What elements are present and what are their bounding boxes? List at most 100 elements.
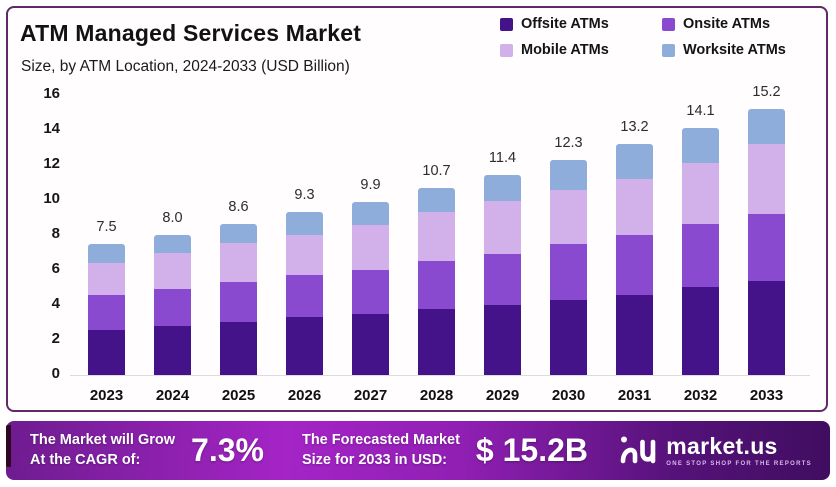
x-axis-label-2030: 2030: [551, 387, 586, 404]
bar-total-label: 11.4: [488, 150, 517, 166]
stacked-bar-2024: [154, 235, 191, 375]
chart-title: ATM Managed Services Market: [20, 20, 362, 46]
bar-total-label: 8.0: [162, 210, 183, 226]
bar-segment-offsite-atms: [748, 280, 785, 375]
stacked-bar-2029: [484, 175, 521, 375]
stacked-bar-2025: [220, 224, 257, 375]
bar-segment-worksite-atms: [550, 160, 587, 190]
legend-swatch-icon: [662, 17, 675, 31]
y-axis-tick-label: 10: [43, 190, 60, 207]
bar-segment-onsite-atms: [616, 235, 653, 295]
bar-total-label: 12.3: [554, 135, 583, 151]
y-axis-tick-label: 4: [51, 295, 60, 312]
chart-subtitle: Size, by ATM Location, 2024-2033 (USD Bi…: [21, 58, 350, 75]
cagr-label: The Market will Grow At the CAGR of:: [30, 431, 175, 469]
brand-logo[interactable]: market.us ONE STOP SHOP FOR THE REPORTS: [619, 432, 812, 469]
bar-segment-worksite-atms: [286, 212, 323, 235]
bar-segment-onsite-atms: [484, 253, 521, 305]
bar-segment-mobile-atms: [418, 212, 455, 262]
bar-segment-worksite-atms: [484, 175, 521, 202]
plot-area: 0 2 4 6 8 10 12 14 16 7.5 2023 8.0 2024 8.6 2025 9.3 202…: [8, 8, 826, 410]
bar-segment-mobile-atms: [352, 224, 389, 271]
bar-segment-onsite-atms: [154, 289, 191, 326]
x-axis-label-2025: 2025: [221, 387, 256, 404]
bar-segment-worksite-atms: [352, 202, 389, 225]
y-axis-tick-label: 16: [43, 85, 60, 102]
stacked-bar-2030: [550, 160, 587, 375]
banner-left-fold: [6, 425, 11, 467]
chart-card: ATM Managed Services Market Size, by ATM…: [6, 6, 828, 412]
bar-segment-onsite-atms: [682, 224, 719, 288]
bar-segment-onsite-atms: [748, 214, 785, 281]
x-axis-line: [70, 375, 810, 376]
legend-item-mobile-atms[interactable]: Mobile ATMs: [500, 42, 658, 58]
x-axis-label-2031: 2031: [617, 387, 652, 404]
legend: Offsite ATMs Onsite ATMs Mobile ATMs Worksi…: [500, 16, 814, 58]
bar-segment-onsite-atms: [286, 275, 323, 318]
bar-segment-offsite-atms: [418, 308, 455, 375]
cagr-value: 7.3%: [191, 432, 264, 468]
bar-total-label: 9.9: [360, 177, 381, 193]
bar-segment-worksite-atms: [616, 144, 653, 179]
stacked-bar-2031: [616, 144, 653, 375]
bar-segment-offsite-atms: [550, 299, 587, 375]
bottom-banner: The Market will Grow At the CAGR of: 7.3…: [6, 421, 830, 480]
forecast-label-line2: Size for 2033 in USD:: [301, 451, 448, 468]
brand-name: market.us: [666, 432, 778, 459]
bar-segment-offsite-atms: [154, 326, 191, 375]
bar-segment-worksite-atms: [88, 244, 125, 264]
bar-segment-mobile-atms: [286, 234, 323, 276]
y-axis-tick-label: 2: [51, 330, 60, 347]
cagr-label-line2: At the CAGR of:: [30, 451, 141, 468]
y-axis-tick-label: 8: [51, 225, 60, 242]
bar-segment-worksite-atms: [682, 128, 719, 164]
forecast-label: The Forecasted Market Size for 2033 in U…: [302, 431, 460, 469]
legend-item-offsite-atms[interactable]: Offsite ATMs: [500, 16, 658, 32]
legend-item-label: Offsite ATMs: [521, 16, 609, 32]
bar-segment-offsite-atms: [682, 287, 719, 375]
bar-segment-onsite-atms: [550, 243, 587, 300]
legend-item-label: Worksite ATMs: [683, 42, 786, 58]
legend-swatch-icon: [500, 43, 513, 57]
bar-total-label: 13.2: [620, 119, 649, 135]
bar-segment-onsite-atms: [418, 261, 455, 309]
bar-total-label: 8.6: [228, 199, 249, 215]
brand-tagline: ONE STOP SHOP FOR THE REPORTS: [666, 460, 812, 467]
legend-swatch-icon: [662, 43, 675, 57]
bar-segment-worksite-atms: [748, 109, 785, 144]
y-axis-tick-label: 12: [43, 155, 60, 172]
bar-segment-worksite-atms: [154, 235, 191, 253]
bar-segment-worksite-atms: [220, 224, 257, 244]
bar-segment-mobile-atms: [682, 163, 719, 225]
bar-segment-worksite-atms: [418, 188, 455, 213]
stacked-bar-2033: [748, 109, 785, 375]
stacked-bar-2023: [88, 244, 125, 375]
marketus-squiggle-icon: [619, 432, 657, 469]
x-axis-label-2033: 2033: [749, 387, 784, 404]
bar-segment-offsite-atms: [220, 322, 257, 375]
x-axis-label-2032: 2032: [683, 387, 718, 404]
x-axis-label-2029: 2029: [485, 387, 520, 404]
forecast-value: $ 15.2B: [475, 432, 588, 468]
bar-segment-offsite-atms: [484, 304, 521, 375]
bar-segment-onsite-atms: [220, 281, 257, 323]
stacked-bar-2026: [286, 212, 323, 375]
bar-segment-mobile-atms: [616, 179, 653, 235]
bar-segment-mobile-atms: [88, 263, 125, 295]
legend-item-label: Onsite ATMs: [683, 16, 771, 32]
bar-segment-offsite-atms: [286, 317, 323, 375]
bar-segment-offsite-atms: [352, 313, 389, 375]
legend-item-label: Mobile ATMs: [521, 42, 609, 58]
x-axis-label-2026: 2026: [287, 387, 322, 404]
legend-item-onsite-atms[interactable]: Onsite ATMs: [662, 16, 814, 32]
bar-total-label: 9.3: [294, 187, 315, 203]
legend-item-worksite-atms[interactable]: Worksite ATMs: [662, 42, 814, 58]
bar-segment-onsite-atms: [352, 270, 389, 314]
bar-total-label: 15.2: [752, 84, 781, 100]
bar-segment-mobile-atms: [748, 144, 785, 214]
stacked-bar-2032: [682, 128, 719, 375]
bar-segment-offsite-atms: [88, 329, 125, 375]
bar-total-label: 10.7: [422, 163, 451, 179]
bar-segment-offsite-atms: [616, 294, 653, 375]
legend-swatch-icon: [500, 17, 513, 31]
